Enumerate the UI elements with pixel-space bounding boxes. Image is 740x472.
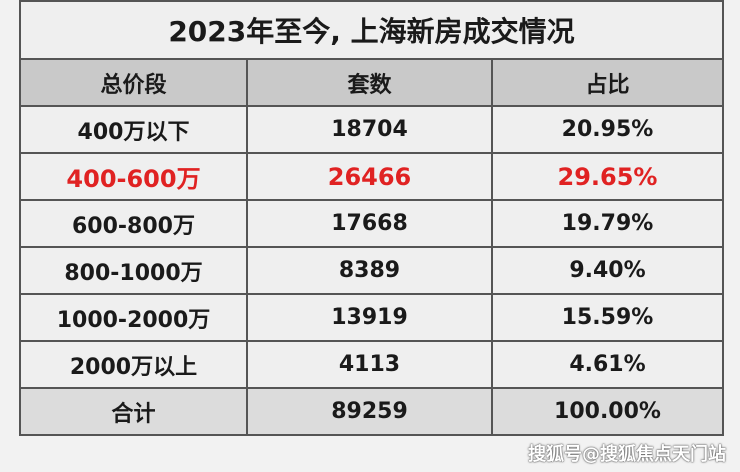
table-body: 400万以下 18704 20.95% 400-600万 26466 29.65% 600-… [21, 107, 722, 389]
share-cell: 20.95% [561, 117, 654, 142]
range-cell: 400-600万 [21, 154, 248, 199]
total-row: 合计 89259 100.00% [21, 389, 722, 434]
count-cell: 18704 [248, 107, 493, 152]
count-cell: 4113 [248, 342, 493, 387]
count-cell: 26466 [248, 154, 493, 199]
table-row: 400万以下 18704 20.95% [21, 107, 722, 154]
range-cell: 600-800万 [21, 201, 248, 246]
data-table: 2023年至今, 上海新房成交情况 总价段 套数 占比 400万以下 18704 2… [19, 0, 724, 436]
share-cell: 19.79% [561, 211, 654, 236]
share-cell: 29.65% [557, 162, 658, 191]
count-cell: 17668 [248, 201, 493, 246]
range-cell: 400万以下 [21, 107, 248, 152]
share-cell: 9.40% [569, 258, 646, 283]
total-count: 89259 [248, 389, 493, 434]
table-title: 2023年至今, 上海新房成交情况 [21, 0, 722, 60]
header-row: 总价段 套数 占比 [21, 60, 722, 107]
header-count: 套数 [248, 60, 493, 105]
range-cell: 800-1000万 [21, 248, 248, 293]
count-cell: 8389 [248, 248, 493, 293]
header-range: 总价段 [21, 60, 248, 105]
table-row: 2000万以上 4113 4.61% [21, 342, 722, 389]
range-cell: 2000万以上 [21, 342, 248, 387]
table-row: 1000-2000万 13919 15.59% [21, 295, 722, 342]
share-cell: 15.59% [561, 305, 654, 330]
share-cell: 4.61% [569, 352, 646, 377]
count-cell: 13919 [248, 295, 493, 340]
table-row: 600-800万 17668 19.79% [21, 201, 722, 248]
table-row: 800-1000万 8389 9.40% [21, 248, 722, 295]
header-share: 占比 [585, 72, 630, 98]
total-share: 100.00% [554, 399, 661, 424]
total-label: 合计 [21, 389, 248, 434]
watermark-line: 搜狐号@搜狐焦点天门站 [0, 436, 740, 472]
range-cell: 1000-2000万 [21, 295, 248, 340]
watermark: 搜狐号@搜狐焦点天门站 [528, 444, 726, 465]
table-row: 400-600万 26466 29.65% [21, 154, 722, 201]
